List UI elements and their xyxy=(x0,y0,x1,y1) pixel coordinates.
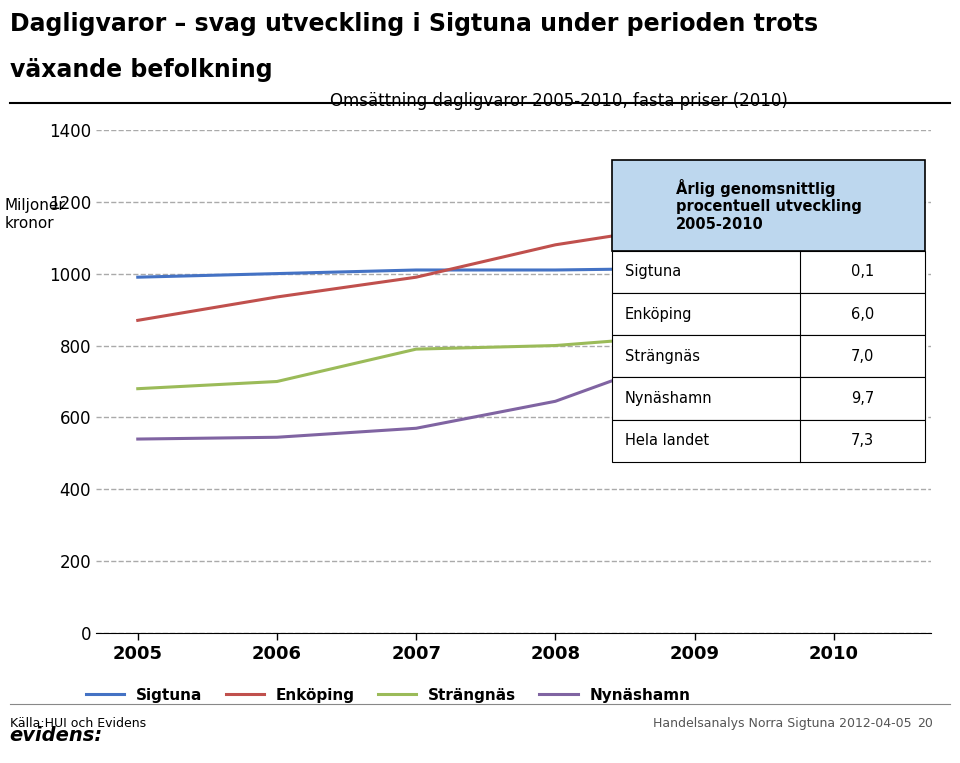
Text: Handelsanalys Norra Sigtuna 2012-04-05: Handelsanalys Norra Sigtuna 2012-04-05 xyxy=(653,717,911,730)
Text: Hela landet: Hela landet xyxy=(625,433,708,449)
Text: 6,0: 6,0 xyxy=(852,307,875,321)
Bar xyxy=(612,335,925,378)
Bar xyxy=(612,293,925,335)
Text: 7,3: 7,3 xyxy=(852,433,875,449)
Text: Strängnäs: Strängnäs xyxy=(625,349,700,364)
Text: 7,0: 7,0 xyxy=(851,349,875,364)
Text: 20: 20 xyxy=(917,717,933,730)
Text: 0,1: 0,1 xyxy=(852,264,875,279)
Bar xyxy=(612,160,925,250)
Legend: Sigtuna, Enköping, Strängnäs, Nynäshamn: Sigtuna, Enköping, Strängnäs, Nynäshamn xyxy=(80,681,697,709)
Text: Omsättning dagligvaror 2005-2010, fasta priser (2010): Omsättning dagligvaror 2005-2010, fasta … xyxy=(330,92,788,110)
Text: Dagligvaror – svag utveckling i Sigtuna under perioden trots: Dagligvaror – svag utveckling i Sigtuna … xyxy=(10,12,818,36)
Text: Årlig genomsnittlig
procentuell utveckling
2005-2010: Årlig genomsnittlig procentuell utveckli… xyxy=(676,179,862,232)
Text: evidens:: evidens: xyxy=(10,726,103,745)
Text: Nynäshamn: Nynäshamn xyxy=(625,391,712,406)
Text: växande befolkning: växande befolkning xyxy=(10,58,273,82)
Text: Miljoner
kronor: Miljoner kronor xyxy=(5,198,65,230)
Text: Sigtuna: Sigtuna xyxy=(625,264,681,279)
Text: 9,7: 9,7 xyxy=(852,391,875,406)
Bar xyxy=(612,378,925,420)
Text: Enköping: Enköping xyxy=(625,307,692,321)
Text: Källa:HUI och Evidens: Källa:HUI och Evidens xyxy=(10,717,146,730)
Bar xyxy=(612,250,925,293)
Bar xyxy=(612,420,925,462)
